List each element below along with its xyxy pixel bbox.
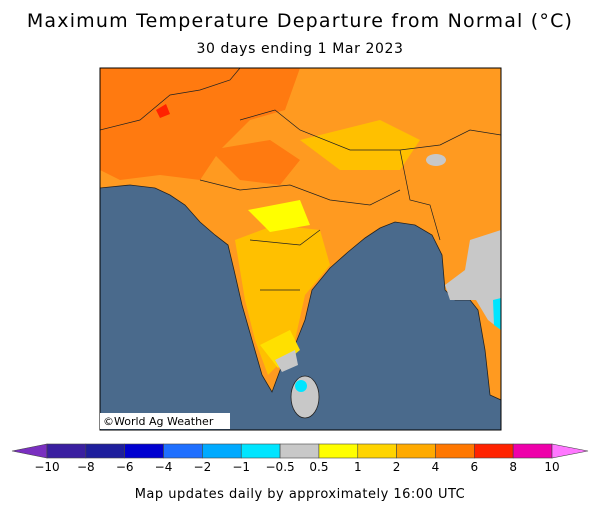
color-bar-segment (202, 443, 242, 459)
gray-patch (275, 350, 298, 372)
mild-patch (260, 330, 300, 368)
color-bar-segment (357, 443, 397, 459)
color-bar-segment (85, 443, 125, 459)
color-bar-label: 1 (354, 460, 362, 474)
footer: Map updates daily by approximately 16:00… (135, 487, 466, 502)
red-patch (156, 104, 170, 118)
color-bar-segment (435, 443, 475, 459)
color-bar-label: 8 (509, 460, 517, 474)
map: ©World Ag Weather (99, 67, 502, 431)
color-bar-label: −6 (116, 460, 134, 474)
color-bar-segment (124, 443, 164, 459)
color-bar-label: 10 (544, 460, 559, 474)
color-bar-segment (46, 443, 87, 459)
color-bar-end (551, 443, 589, 459)
cold-patch (295, 380, 307, 392)
color-bar-segment (279, 443, 320, 459)
color-bar-label: −10 (34, 460, 59, 474)
mild-patch (235, 225, 330, 375)
warm-patch (210, 140, 300, 185)
color-bar-segment (396, 443, 436, 459)
color-bar-label: 6 (470, 460, 478, 474)
map-frame (99, 67, 502, 431)
title: Maximum Temperature Departure from Norma… (27, 10, 573, 32)
cold-patch (493, 298, 501, 330)
credit: ©World Ag Weather (103, 415, 214, 428)
color-bar-label: 0.5 (309, 460, 328, 474)
color-bar-segment (512, 443, 553, 459)
border (100, 68, 501, 291)
color-bar-label: −4 (155, 460, 173, 474)
color-bar-label: 4 (432, 460, 440, 474)
credit-box (100, 413, 230, 429)
color-bar-segment (474, 443, 514, 459)
color-bar-label: −1 (232, 460, 250, 474)
color-bar-label: 2 (393, 460, 401, 474)
color-bar: −10 −8 −6 −4 −2 −1 −0.5 0.5 1 2 4 6 8 10 (11, 443, 589, 474)
mild-patch (300, 120, 420, 170)
color-bar-segment (318, 443, 359, 459)
mild-patch (248, 200, 310, 232)
subtitle: 30 days ending 1 Mar 2023 (196, 41, 403, 57)
warm-patch (100, 68, 300, 180)
color-bar-label: −8 (77, 460, 95, 474)
color-bar-end (11, 443, 48, 459)
gray-patch (445, 230, 501, 330)
gray-patch (426, 154, 446, 166)
color-bar-segment (163, 443, 203, 459)
color-bar-label: −2 (194, 460, 212, 474)
color-bar-label: −0.5 (266, 460, 295, 474)
color-bar-segment (240, 443, 281, 459)
